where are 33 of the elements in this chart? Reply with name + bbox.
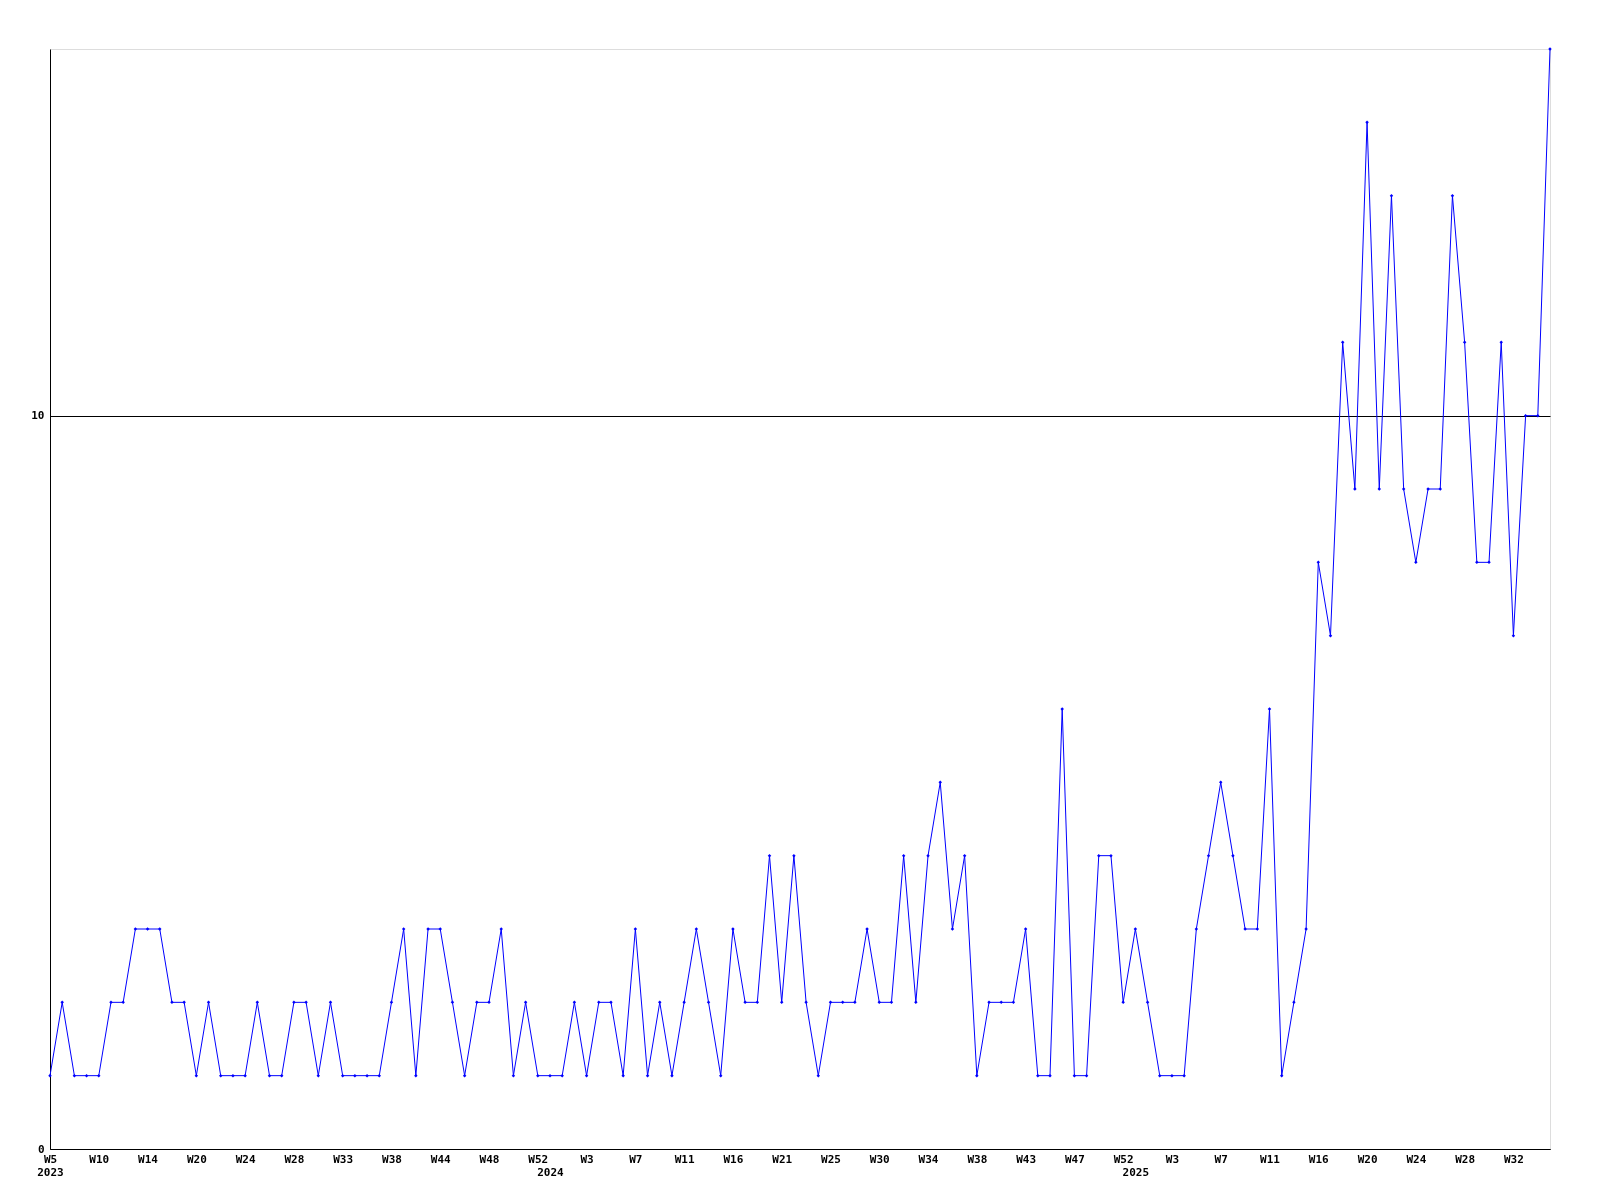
x-tick-label: W24 <box>235 1152 256 1166</box>
x-tick-label: W32 <box>1503 1152 1524 1166</box>
x-tick-label: W10 <box>89 1152 110 1166</box>
x-tick-label: W25 <box>821 1152 841 1166</box>
x-tick-label: W38 <box>382 1152 402 1166</box>
x-tick-label: W38 <box>967 1152 988 1166</box>
x-tick-label: W7 <box>1214 1152 1228 1166</box>
x-tick-label: W34 <box>918 1152 939 1166</box>
x-tick-label: W30 <box>869 1152 890 1166</box>
x-tick-label: 2024 <box>537 1165 565 1179</box>
x-tick-label: W21 <box>772 1152 793 1166</box>
x-tick-label: W11 <box>1260 1152 1281 1166</box>
x-tick-label: W20 <box>186 1152 207 1166</box>
x-tick-label: W28 <box>284 1152 305 1166</box>
x-tick-label: W3 <box>580 1152 594 1166</box>
x-tick-label: W11 <box>674 1152 695 1166</box>
x-tick-label: W43 <box>1016 1152 1037 1166</box>
x-tick-label: 2025 <box>1122 1165 1150 1179</box>
x-tick-label: W52 <box>1113 1152 1134 1166</box>
x-tick-label: W16 <box>723 1152 744 1166</box>
x-tick-label: W48 <box>479 1152 500 1166</box>
x-tick-label: W28 <box>1455 1152 1476 1166</box>
x-tick-label: W16 <box>1308 1152 1330 1166</box>
x-tick-label: W33 <box>333 1152 354 1166</box>
x-tick-label: W44 <box>430 1152 452 1166</box>
x-tick-label: W3 <box>1165 1152 1180 1166</box>
x-tick-label: W14 <box>138 1152 159 1166</box>
x-tick-label: W24 <box>1406 1152 1427 1166</box>
x-tick-label: W52 <box>528 1152 549 1166</box>
x-tick-label: W47 <box>1064 1152 1085 1166</box>
x-tick-label: W7 <box>629 1152 643 1166</box>
x-tick-label: W20 <box>1357 1152 1378 1166</box>
y-tick-label: 10 <box>31 409 45 423</box>
